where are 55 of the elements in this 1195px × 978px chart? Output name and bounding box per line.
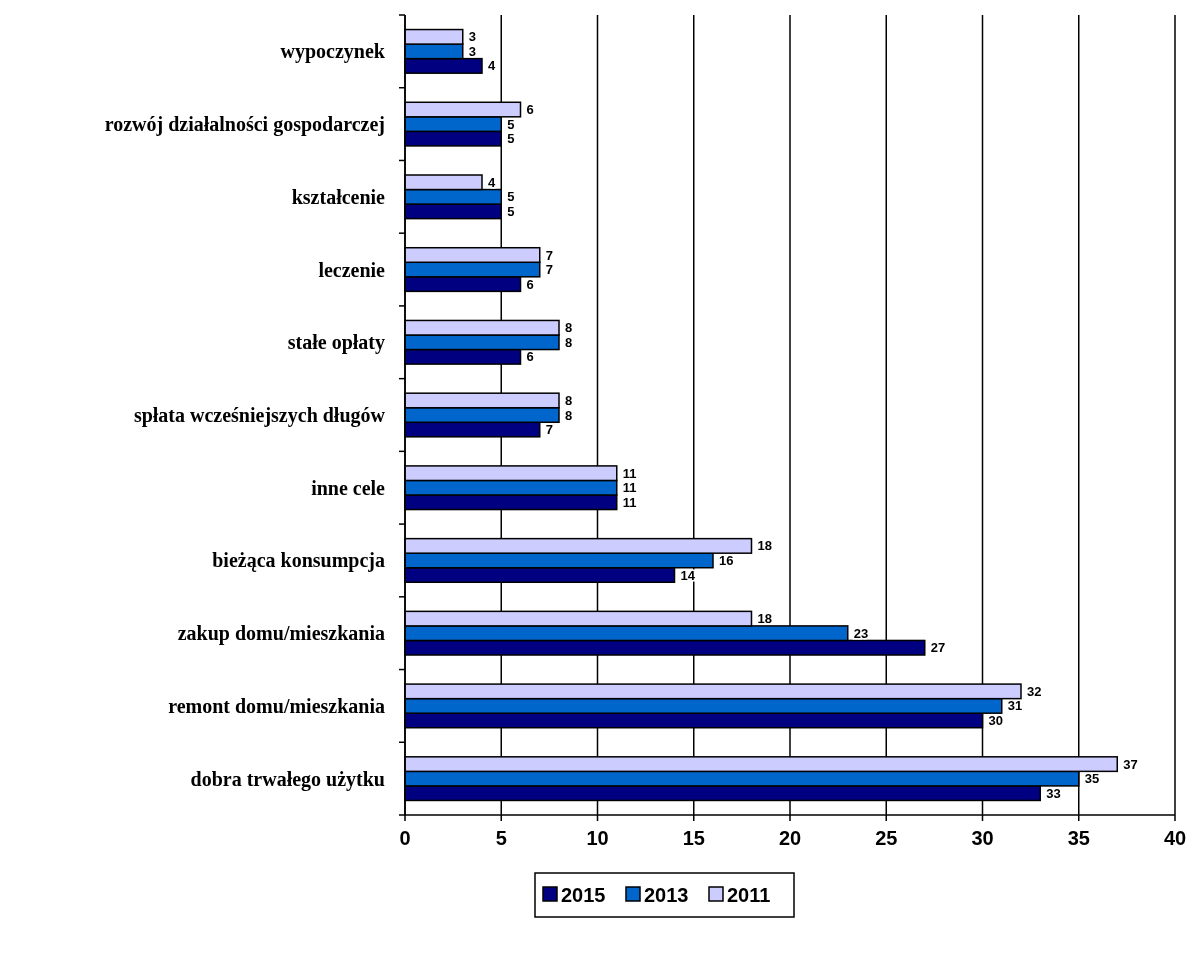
legend-label: 2011 <box>727 884 771 906</box>
data-label: 5 <box>507 203 515 219</box>
data-label: 7 <box>545 247 553 263</box>
x-tick-label: 25 <box>875 827 898 849</box>
data-label: 7 <box>545 262 553 278</box>
x-tick-label: 0 <box>399 827 411 849</box>
data-label: 5 <box>507 116 515 132</box>
x-tick-label: 30 <box>971 827 994 849</box>
data-label: 6 <box>526 102 534 118</box>
x-tick-label: 40 <box>1163 827 1187 849</box>
data-label: 23 <box>853 625 869 641</box>
y-tick-label: kształcenie <box>291 185 386 208</box>
data-label: 8 <box>565 407 573 423</box>
data-label: 5 <box>507 189 515 205</box>
y-tick-label: bieżąca konsumpcja <box>212 549 385 573</box>
data-label: 8 <box>565 334 573 350</box>
data-label: 6 <box>526 349 534 365</box>
data-label: 4 <box>488 58 496 74</box>
x-tick-label: 35 <box>1067 827 1090 849</box>
data-label: 18 <box>757 538 772 554</box>
x-tick-label: 10 <box>586 827 609 849</box>
data-label: 37 <box>1123 756 1138 772</box>
x-tick-label: 20 <box>778 827 802 849</box>
y-tick-label: remont domu/mieszkania <box>168 694 385 717</box>
data-label: 11 <box>622 494 637 510</box>
data-label: 3 <box>468 43 476 59</box>
data-label: 4 <box>488 174 496 190</box>
y-tick-label: stałe opłaty <box>287 331 385 355</box>
y-tick-label: zakup domu/mieszkania <box>177 622 385 646</box>
legend-label: 2015 <box>561 884 606 906</box>
data-label: 16 <box>719 553 734 568</box>
data-label: 31 <box>1007 698 1023 714</box>
y-tick-label: wypoczynek <box>280 40 386 64</box>
data-label: 8 <box>565 393 573 408</box>
y-tick-label: spłata wcześniejszych długów <box>133 404 386 427</box>
data-label: 5 <box>507 131 515 147</box>
data-label: 30 <box>988 713 1003 728</box>
y-tick-label: rozwój działalności gospodarczej <box>104 113 385 137</box>
data-label: 11 <box>622 480 637 496</box>
y-tick-label: leczenie <box>318 258 386 281</box>
data-label: 3 <box>468 29 476 45</box>
data-label: 11 <box>622 465 637 481</box>
data-label: 35 <box>1084 771 1100 787</box>
data-label: 18 <box>757 611 772 627</box>
data-label: 6 <box>526 276 534 292</box>
x-tick-label: 15 <box>682 827 705 849</box>
x-tick-label: 5 <box>495 827 507 849</box>
y-tick-label: dobra trwałego użytku <box>190 767 385 791</box>
data-label: 27 <box>930 640 946 656</box>
legend-label: 2013 <box>644 884 689 906</box>
data-label: 32 <box>1027 683 1042 699</box>
data-label: 7 <box>545 422 553 438</box>
data-label: 8 <box>565 320 573 336</box>
data-label: 33 <box>1046 785 1061 801</box>
y-tick-label: inne cele <box>311 476 386 499</box>
